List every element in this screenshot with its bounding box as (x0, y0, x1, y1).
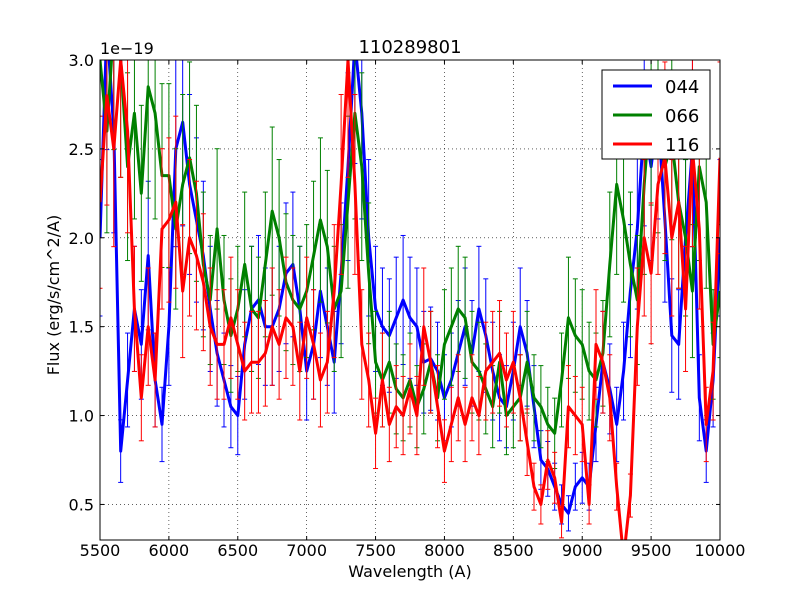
x-tick-label: 6500 (217, 541, 258, 560)
y-tick-label: 3.0 (69, 51, 94, 70)
legend-label-066: 066 (665, 106, 699, 127)
series-line-116 (100, 60, 720, 540)
legend-label-044: 044 (665, 77, 699, 98)
legend-label-116: 116 (665, 135, 699, 156)
tick-layer: 5500 6000 6500 7000 7500 8000 8500 9000 9500 1000… (69, 51, 746, 560)
series-116 (100, 60, 720, 540)
y-tick-label: 2.5 (69, 140, 94, 159)
data-layer (100, 60, 720, 540)
y-tick-label: 1.0 (69, 407, 94, 426)
x-tick-label: 8000 (424, 541, 465, 560)
y-axis-offset-label: 1e−19 (100, 39, 154, 58)
x-tick-label: 7500 (355, 541, 396, 560)
x-tick-label: 8500 (493, 541, 534, 560)
x-tick-label: 9500 (631, 541, 672, 560)
plot-frame (99, 59, 721, 541)
y-tick-label: 0.5 (69, 495, 94, 514)
x-tick-label: 9000 (562, 541, 603, 560)
x-tick-label: 7000 (286, 541, 327, 560)
y-tick-label: 1.5 (69, 318, 94, 337)
legend: 044 066 116 (601, 69, 711, 160)
chart-title: 110289801 (358, 37, 461, 58)
x-tick-label: 6000 (149, 541, 190, 560)
y-tick-label: 2.0 (69, 229, 94, 248)
x-tick-label: 5500 (80, 541, 121, 560)
y-axis-label: Flux (erg/s/cm^2/A) (44, 215, 63, 376)
x-axis-label: Wavelength (A) (348, 562, 471, 581)
x-tick-label: 10000 (695, 541, 746, 560)
